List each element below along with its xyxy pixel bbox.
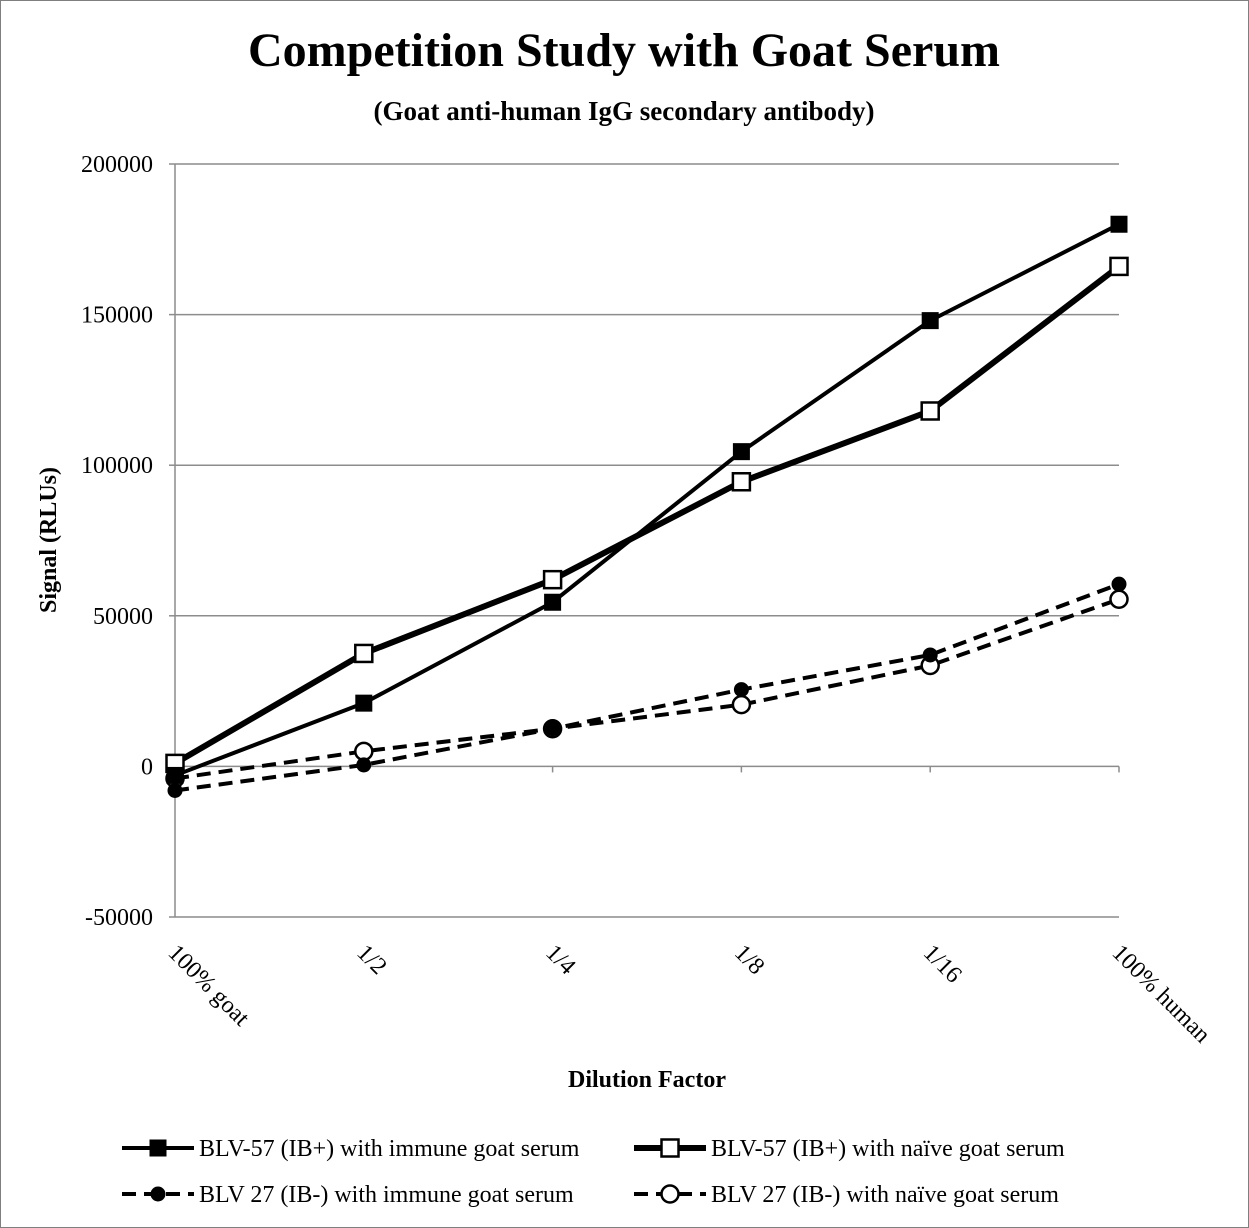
marker-filled-square (1110, 215, 1128, 233)
marker-open-square (920, 401, 940, 421)
series-1 (166, 215, 1128, 784)
series-2 (165, 256, 1129, 774)
x-tick-label: 1/8 (729, 940, 769, 980)
y-tick-label: -50000 (85, 905, 153, 931)
x-tick-label: 100% goat (163, 940, 255, 1032)
marker-filled-circle (922, 647, 938, 663)
x-tick-label: 100% human (1107, 940, 1215, 1048)
y-axis-label: Signal (RLUs) (36, 467, 62, 613)
marker-filled-square (166, 766, 184, 784)
legend-item-1: BLV-57 (IB+) with immune goat serum (122, 1136, 580, 1162)
series-3 (167, 576, 1127, 798)
legend-label: BLV 27 (IB-) with immune goat serum (199, 1182, 574, 1208)
x-tick-label: 1/16 (918, 940, 967, 989)
series-line (173, 264, 1121, 766)
legend-label: BLV-57 (IB+) with immune goat serum (199, 1136, 580, 1162)
marker-filled-circle (1111, 576, 1127, 592)
marker-open-square (354, 643, 374, 664)
marker-filled-square (355, 694, 373, 712)
marker-open-square (660, 1138, 680, 1158)
chart-subtitle: (Goat anti-human IgG secondary antibody) (373, 96, 874, 126)
series-4 (165, 589, 1129, 789)
y-tick-label: 50000 (93, 604, 153, 630)
marker-open-square (1109, 256, 1129, 277)
marker-filled-square (149, 1139, 167, 1157)
marker-open-circle (731, 694, 752, 715)
marker-open-circle (354, 741, 374, 762)
legend-item-3: BLV 27 (IB-) with immune goat serum (122, 1182, 574, 1208)
x-tick-label: 1/2 (352, 940, 392, 980)
marker-filled-square (921, 312, 939, 330)
marker-filled-square (544, 593, 562, 611)
marker-open-square (731, 472, 752, 492)
series-line (174, 582, 1120, 793)
axes (169, 163, 1120, 918)
legend-item-4: BLV 27 (IB-) with naïve goat serum (634, 1182, 1059, 1208)
legend: BLV-57 (IB+) with immune goat serum BLV-5… (122, 1136, 1065, 1208)
chart-title: Competition Study with Goat Serum (248, 24, 1000, 77)
legend-item-2: BLV-57 (IB+) with naïve goat serum (634, 1136, 1065, 1162)
marker-open-circle (660, 1184, 680, 1204)
y-tick-label: 150000 (81, 303, 153, 329)
marker-filled-circle (167, 782, 183, 798)
marker-open-square (542, 569, 563, 590)
y-tick-label: 0 (141, 754, 153, 780)
marker-filled-circle (733, 682, 749, 698)
x-axis-label: Dilution Factor (568, 1067, 726, 1093)
legend-label: BLV 27 (IB-) with naïve goat serum (711, 1182, 1059, 1208)
x-tick-labels: 100% goat 1/2 1/4 1/8 1/16 100% human (163, 940, 1215, 1048)
marker-filled-square (732, 443, 750, 461)
marker-open-circle (1109, 589, 1129, 609)
y-tick-label: 200000 (81, 152, 153, 178)
series-line (174, 597, 1120, 781)
y-tick-labels: 200000 150000 100000 50000 0 -50000 (81, 152, 153, 931)
marker-filled-circle (545, 721, 561, 737)
series-line (174, 222, 1120, 778)
marker-filled-circle (356, 757, 372, 773)
marker-filled-circle (150, 1186, 166, 1202)
series-lines (165, 215, 1129, 798)
legend-label: BLV-57 (IB+) with naïve goat serum (711, 1136, 1065, 1162)
x-tick-label: 1/4 (540, 940, 580, 980)
gridlines (175, 163, 1119, 617)
y-tick-label: 100000 (81, 453, 153, 479)
